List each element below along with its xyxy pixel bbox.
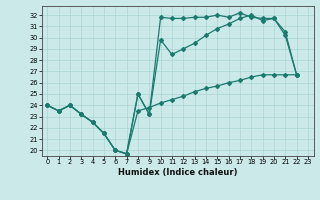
X-axis label: Humidex (Indice chaleur): Humidex (Indice chaleur) [118, 168, 237, 177]
